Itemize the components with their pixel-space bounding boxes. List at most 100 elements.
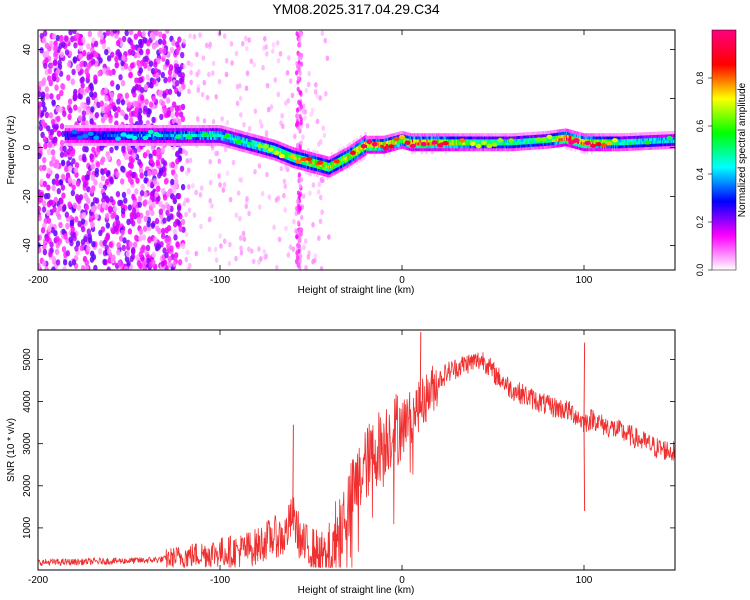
spectrogram-cell [137,159,142,166]
spectrogram-cell [96,124,98,129]
spectrogram-cell [299,151,302,156]
spectrogram-cell [201,139,203,143]
spectrogram-cell [111,124,114,129]
spectrogram-cell [355,144,357,148]
spectrogram-cell [557,132,559,136]
spectrogram-cell [215,136,217,140]
spectrogram-cell [150,127,153,132]
spectrogram-cell [440,139,442,143]
spectrogram-cell [479,139,482,143]
spectrogram-cell [357,148,359,152]
spectrogram-cell [485,133,487,137]
spectrogram-cell [64,139,67,143]
spectrogram-cell [545,130,547,135]
spectrogram-cell [160,146,165,154]
spectrogram-cell [187,88,191,95]
spectrogram-cell [223,134,225,138]
spectrogram-cell [310,163,312,167]
spectrogram-cell [529,143,532,147]
spectrogram-cell [81,110,87,117]
spectrogram-cell [415,139,417,143]
spectrogram-cell [510,142,512,146]
spectrogram-cell [430,139,433,143]
spectrogram-cell [466,133,469,137]
spectrogram-cell [302,167,305,171]
spectrogram-cell [151,95,157,103]
spectrogram-cell [460,145,462,149]
spectrogram-cell [584,136,587,140]
spectrogram-cell [466,139,469,143]
spectrogram-cell [73,88,78,96]
spectrogram-cell [365,152,367,156]
spectrogram-cell [583,133,585,137]
spectrogram-cell [272,153,274,158]
spectrogram-cell [185,130,188,135]
spectrogram-cell [354,139,356,143]
spectrogram-cell [478,133,481,137]
spectrogram-cell [214,124,216,129]
spectrogram-cell [142,37,148,44]
spectrogram-cell [315,162,318,166]
spectrogram-cell [457,142,460,146]
spectrogram-cell [340,161,343,166]
spectrogram-cell [310,151,312,156]
spectrogram-cell [150,139,153,143]
spectrogram-cell [209,130,212,135]
spectrogram-cell [90,163,95,170]
spectrogram-cell [345,159,347,163]
spectrogram-cell [303,150,306,154]
spectrogram-cell [100,156,106,163]
spectrogram-cell [112,30,117,34]
spectrogram-cell [319,166,321,170]
spectrogram-cell [492,148,495,152]
spectrogram-cell [74,162,80,169]
spectrogram-cell [80,101,85,109]
spectrogram-cell [553,141,556,145]
spectrogram-cell [276,91,281,98]
spectrogram-cell [46,167,52,175]
spectrogram-cell [94,142,96,146]
spectrogram-cell [327,234,331,240]
spectrogram-cell [227,138,230,143]
spectrogram-cell [43,142,48,150]
spectrogram-cell [467,136,470,140]
spectrogram-cell [159,127,162,132]
spectrogram-cell [462,136,464,140]
spectrogram-cell [303,161,306,166]
spectrogram-cell [202,127,204,132]
spectrogram-cell [338,163,341,167]
spectrogram-cell [408,132,411,137]
spectrogram-cell [213,124,215,129]
spectrogram-cell [494,133,497,137]
spectrogram-cell [349,145,352,149]
spectrogram-cell [232,146,235,150]
spectrogram-cell [219,243,223,249]
spectrogram-cell [416,139,418,143]
spectrogram-cell [118,74,123,81]
spectrogram-cell [144,127,147,132]
spectrogram-cell [407,144,410,148]
spectrogram-cell [303,153,306,157]
spectrogram-cell [237,135,239,139]
spectrogram-cell [455,136,458,140]
spectrogram-cell [136,260,142,267]
spectrogram-cell [514,147,517,151]
spectrogram-cell [209,142,212,146]
spectrogram-cell [248,135,250,139]
spectrogram-cell [437,139,439,143]
spectrogram-cell [382,144,385,148]
spectrogram-cell [296,209,301,215]
spectrogram-cell [534,146,536,150]
spectrogram-cell [380,141,382,145]
spectrogram-cell [150,124,153,129]
spectrogram-cell [576,134,579,138]
spectrogram-cell [239,177,244,183]
spectrogram-cell [294,165,296,169]
spectrogram-cell [211,139,213,143]
spectrogram-cell [389,140,391,144]
spectrogram-cell [64,49,70,56]
spectrogram-cell [349,142,352,146]
spectrogram-cell [109,146,114,154]
spectrogram-cell [513,147,516,152]
spectrogram-cell [506,133,509,137]
